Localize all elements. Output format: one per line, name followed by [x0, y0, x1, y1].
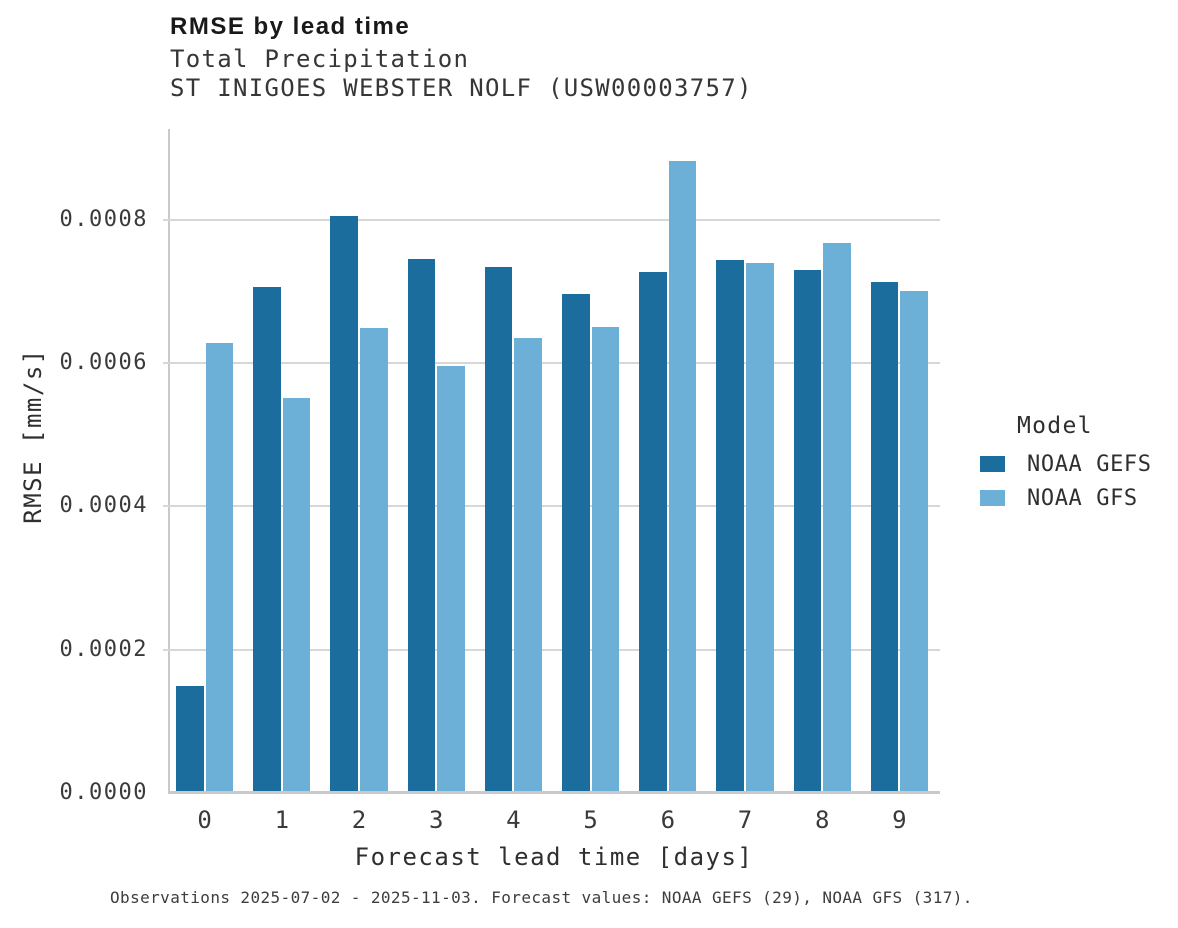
legend-swatch — [980, 456, 1005, 472]
x-tick-label-2: 2 — [351, 806, 367, 834]
legend-row-noaa-gefs: NOAA GEFS — [980, 447, 1152, 481]
bar-noaa-gfs-day-6 — [668, 160, 697, 791]
bar-noaa-gfs-day-2 — [360, 328, 388, 791]
bar-noaa-gefs-day-5 — [562, 293, 590, 791]
gridline-0.0004 — [163, 505, 940, 508]
bar-noaa-gfs-day-5 — [591, 326, 620, 791]
gridline-0.0002 — [163, 648, 940, 651]
x-tick-label-5: 5 — [583, 806, 598, 834]
bar-noaa-gfs-day-4 — [514, 338, 542, 791]
bar-noaa-gefs-day-3 — [407, 258, 436, 791]
legend-row-noaa-gfs: NOAA GFS — [980, 481, 1152, 515]
gridline-0.0006 — [163, 362, 940, 365]
bar-noaa-gefs-day-6 — [639, 271, 667, 791]
y-tick-label: 0.0002 — [59, 636, 148, 662]
legend: Model NOAA GEFS NOAA GFS — [980, 412, 1152, 515]
legend-label: NOAA GFS — [1027, 485, 1138, 511]
bar-noaa-gefs-day-8 — [793, 269, 822, 791]
bar-noaa-gfs-day-9 — [900, 291, 928, 791]
caption: Observations 2025-07-02 - 2025-11-03. Fo… — [110, 888, 973, 907]
bar-noaa-gefs-day-2 — [330, 215, 358, 791]
x-tick-label-9: 9 — [892, 806, 907, 834]
bar-noaa-gefs-day-7 — [716, 259, 744, 791]
bar-noaa-gefs-day-9 — [870, 281, 899, 791]
y-tick-label: 0.0008 — [59, 206, 148, 232]
x-tick-label-0: 0 — [197, 806, 212, 834]
x-tick-label-4: 4 — [506, 806, 521, 834]
gridline-0.0008 — [163, 218, 940, 221]
bar-noaa-gfs-day-7 — [746, 263, 774, 791]
x-tick-label-3: 3 — [428, 806, 444, 834]
chart-subtitle-variable: Total Precipitation — [170, 45, 470, 73]
bar-noaa-gfs-day-3 — [437, 366, 465, 791]
legend-title: Model — [1017, 413, 1093, 439]
bar-noaa-gefs-day-1 — [253, 287, 281, 791]
bar-noaa-gfs-day-0 — [205, 342, 234, 791]
y-tick-label: 0.0006 — [59, 350, 148, 376]
y-axis-spine — [168, 129, 170, 793]
x-tick-label-8: 8 — [814, 806, 830, 834]
title-block: RMSE by lead time Total Precipitation ST… — [170, 9, 753, 103]
x-axis-spine — [168, 791, 940, 794]
bar-noaa-gefs-day-0 — [176, 685, 204, 791]
x-axis-title: Forecast lead time [days] — [354, 843, 754, 871]
x-tick-label-1: 1 — [274, 806, 290, 834]
bar-noaa-gfs-day-8 — [823, 243, 851, 791]
x-tick-label-7: 7 — [737, 806, 753, 834]
y-tick-label: 0.0000 — [59, 780, 148, 805]
legend-label: NOAA GEFS — [1027, 451, 1152, 477]
chart-title: RMSE by lead time — [170, 13, 411, 40]
legend-rows: NOAA GEFS NOAA GFS — [980, 447, 1152, 515]
chart-subtitle-station: ST INIGOES WEBSTER NOLF (USW00003757) — [170, 74, 753, 102]
bar-noaa-gefs-day-4 — [484, 266, 513, 791]
plot-area: 0.0000 0.0002 0.0004 0.0006 0.0008 0 1 2 3 4 5 6 7 8 9 — [60, 129, 940, 832]
legend-swatch — [980, 490, 1005, 506]
bar-noaa-gfs-day-1 — [282, 398, 311, 791]
x-tick-label-6: 6 — [660, 806, 676, 834]
y-tick-label: 0.0004 — [59, 493, 148, 519]
